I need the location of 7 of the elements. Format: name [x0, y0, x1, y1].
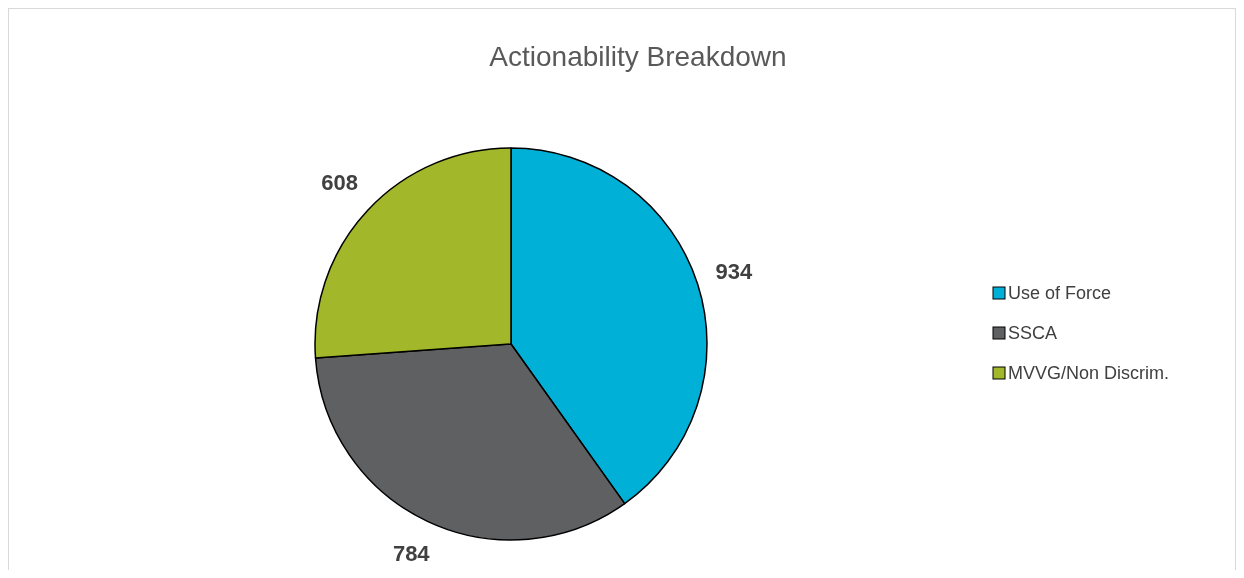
- data-label: 608: [321, 170, 359, 196]
- legend-label: MVVG/Non Discrim.: [1008, 362, 1170, 383]
- chart-title: Actionability Breakdown: [489, 41, 787, 72]
- legend-label: SSCA: [1008, 322, 1058, 343]
- data-label: 784: [392, 541, 431, 567]
- legend-label: Use of Force: [1008, 282, 1112, 303]
- data-label: 934: [715, 258, 754, 284]
